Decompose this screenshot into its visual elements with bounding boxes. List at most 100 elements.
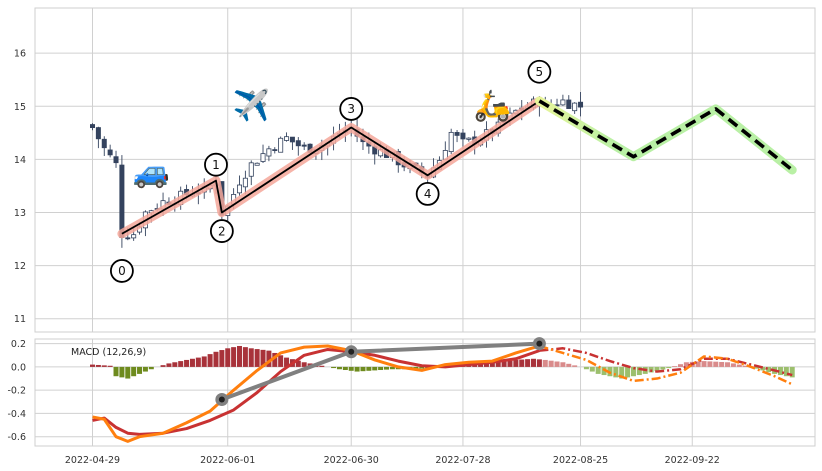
macd-hist-bar	[725, 362, 731, 367]
macd-hist-bar	[366, 366, 372, 371]
macd-panel: MACD (12,26,9) -0.6 -0.4 -0.2 0.0 0.2	[7, 337, 816, 447]
macd-hist-bar	[378, 366, 384, 371]
macd-hist-bar	[219, 350, 225, 367]
macd-hist-bar	[542, 359, 548, 367]
macd-hist-bar	[389, 366, 395, 370]
candle	[295, 137, 301, 156]
macd-hist-bar	[248, 348, 254, 367]
macd-hist-bar	[348, 366, 354, 371]
candle-body	[236, 184, 242, 194]
candle-body	[107, 149, 113, 156]
macd-hist-bar	[354, 366, 360, 372]
wave-label-1: 1	[204, 152, 228, 177]
macd-hist-bar	[701, 361, 707, 367]
price-y-tick-label: 14	[14, 155, 26, 166]
candle	[107, 144, 113, 158]
candle-body	[119, 164, 125, 238]
wave-label-3: 3	[339, 97, 364, 121]
macd-hist-bar	[554, 361, 560, 367]
macd-hist-bar	[742, 365, 748, 367]
candle-body	[454, 132, 460, 136]
macd-hist-bar	[319, 365, 325, 367]
candle-body	[266, 148, 272, 157]
candle	[284, 132, 290, 142]
macd-hist-bar	[625, 366, 631, 378]
wave-label-text: 2	[218, 224, 226, 238]
macd-hist-bar	[707, 361, 713, 367]
macd-hist-bar	[331, 366, 337, 369]
macd-hist-bar	[713, 361, 719, 367]
wave-label-5: 5	[527, 59, 552, 84]
macd-signal-projection-line	[539, 347, 793, 377]
macd-hist-bar	[148, 366, 154, 370]
macd-hist-bar	[789, 366, 795, 378]
candle	[448, 128, 454, 155]
candle-body	[466, 137, 472, 140]
macd-hist-bar	[501, 361, 507, 367]
macd-hist-bar	[166, 363, 172, 367]
candle	[278, 136, 284, 153]
wave-label-circle	[209, 219, 234, 243]
macd-frame	[34, 338, 816, 447]
macd-hist-bar	[760, 366, 766, 371]
macd-hist-bar	[266, 350, 272, 367]
candle	[560, 94, 566, 106]
candle	[113, 150, 119, 168]
macd-hist-bar	[137, 366, 143, 374]
macd-hist-bar	[184, 359, 190, 367]
macd-hist-bar	[566, 363, 572, 367]
macd-y-tick-label: -0.4	[7, 409, 26, 420]
candle-body	[566, 99, 572, 109]
candle	[101, 136, 107, 157]
macd-hist-bar	[178, 361, 184, 367]
wave-label-0: 0	[110, 259, 134, 283]
macd-hist-bar	[195, 357, 201, 367]
macd-hist-bar	[560, 362, 566, 367]
macd-hist-bar	[507, 360, 513, 367]
macd-hist-bar	[525, 359, 531, 367]
macd-hist-bar	[213, 351, 219, 367]
macd-hist-bar	[231, 347, 237, 367]
price-y-tick-label: 13	[14, 208, 26, 219]
candle	[572, 102, 578, 114]
wave-label-2: 2	[209, 219, 234, 243]
macd-hist-bar	[242, 347, 248, 367]
macd-hist-bar	[766, 366, 772, 373]
candle-body	[560, 99, 566, 106]
projection-dashed-line	[538, 99, 794, 172]
candle	[460, 128, 466, 149]
candle-body	[113, 156, 119, 164]
macd-hist-bar	[278, 355, 284, 367]
macd-hist-bar	[237, 345, 242, 367]
wave-label-circle	[339, 97, 364, 121]
wave-label-text: 4	[424, 187, 432, 201]
macd-hist-bar	[719, 361, 725, 367]
candle-body	[284, 136, 290, 141]
candle-body	[242, 177, 248, 188]
macd-projection-line	[539, 344, 793, 386]
macd-hist-bar	[519, 359, 525, 367]
macd-hist-bar	[619, 366, 625, 379]
candle	[272, 147, 278, 154]
macd-hist-bar	[601, 366, 607, 376]
x-tick-label: 2022-04-29	[65, 455, 120, 466]
macd-hist-bar	[672, 366, 678, 367]
price-y-tick-label: 16	[14, 49, 26, 60]
candle-body	[101, 138, 107, 149]
candle	[242, 170, 248, 195]
macd-title: MACD (12,26,9)	[71, 347, 146, 358]
candle-body	[248, 162, 254, 177]
macd-hist-bar	[301, 362, 307, 367]
scooter-icon: 🛵	[474, 89, 511, 124]
macd-hist-bar	[125, 366, 131, 379]
macd-hist-bar	[531, 358, 536, 367]
macd-hist-bar	[572, 365, 578, 367]
wave-label-text: 5	[536, 65, 544, 79]
macd-hist-bar	[95, 364, 101, 367]
candle	[236, 175, 242, 196]
macd-connector-dot-inner	[348, 348, 355, 355]
macd-hist-bar	[478, 363, 484, 367]
macd-hist-bar	[630, 366, 636, 377]
macd-hist-bar	[783, 366, 789, 377]
